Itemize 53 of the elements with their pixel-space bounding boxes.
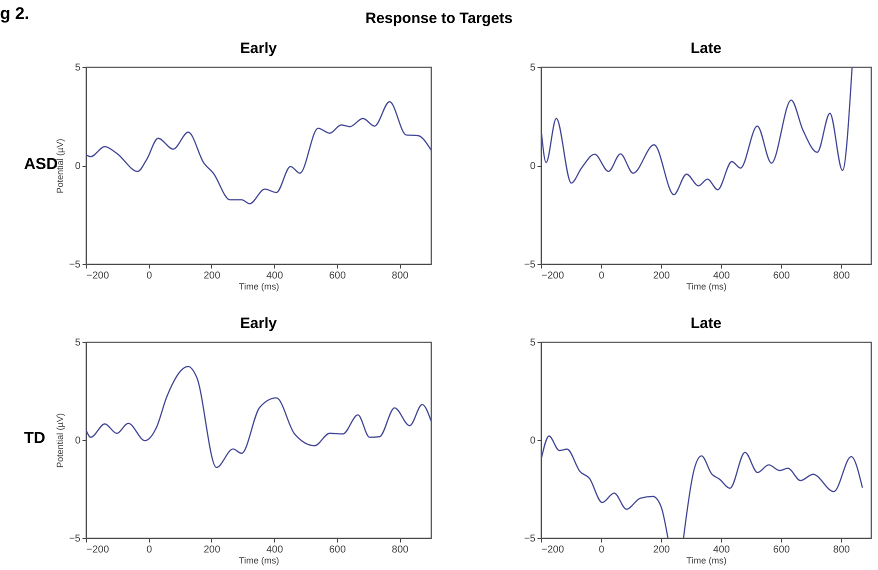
y-tick-label: −5 [69,260,81,270]
y-tick-label: 5 [74,62,81,74]
x-tick-label: 400 [713,270,730,282]
chart-title: Late [690,40,722,57]
x-tick-label: 200 [204,544,221,556]
y-tick-label: 0 [74,436,81,446]
x-tick-label: 0 [598,270,605,282]
x-axis-title: Time (ms) [238,282,280,292]
x-tick-label: −200 [86,270,110,282]
text: g 2. [0,4,30,24]
y-tick-label: 0 [530,161,536,172]
x-tick-label: 400 [713,544,730,556]
x-axis-title: Time (ms) [238,556,280,566]
x-tick-label: 200 [653,544,670,556]
x-tick-label: 0 [146,270,152,282]
y-axis-title: Potential (µV) [55,413,66,468]
y-tick-label: 0 [74,161,81,172]
x-tick-label: 800 [392,544,409,556]
chart-title: Early [240,315,278,332]
x-tick-label: 0 [146,544,152,556]
chart-title: Late [690,315,722,332]
x-tick-label: −200 [542,270,564,282]
x-tick-label: −200 [542,544,564,556]
x-tick-label: 800 [392,270,409,282]
line-series [541,67,853,196]
y-axis-title: Potential (µV) [55,138,66,194]
x-tick-label: 200 [204,270,221,282]
x-tick-label: 800 [833,544,850,556]
x-tick-label: 400 [266,270,284,282]
x-axis-title: Time (ms) [686,282,727,292]
line-series [86,101,431,204]
x-tick-label: 600 [329,544,346,556]
x-tick-label: 600 [773,270,790,282]
text: Response to Targets [365,10,513,27]
text: ASD [24,156,58,172]
x-tick-label: 0 [598,544,605,556]
x-tick-label: 600 [773,544,790,556]
y-tick-label: −5 [69,534,81,544]
y-tick-label: 0 [530,436,536,446]
x-tick-label: 200 [653,270,670,282]
x-axis-title: Time (ms) [686,556,727,566]
y-tick-label: −5 [524,260,536,270]
chart-title: Early [240,40,278,57]
y-tick-label: 5 [530,338,536,348]
x-tick-label: −200 [86,544,110,556]
y-tick-label: 5 [530,62,536,74]
x-tick-label: 400 [266,544,284,556]
y-tick-label: 5 [74,338,81,348]
x-tick-label: 600 [329,270,346,282]
text: TD [24,430,46,448]
x-tick-label: 800 [833,270,850,282]
line-series [86,366,431,468]
y-tick-label: −5 [524,534,536,544]
